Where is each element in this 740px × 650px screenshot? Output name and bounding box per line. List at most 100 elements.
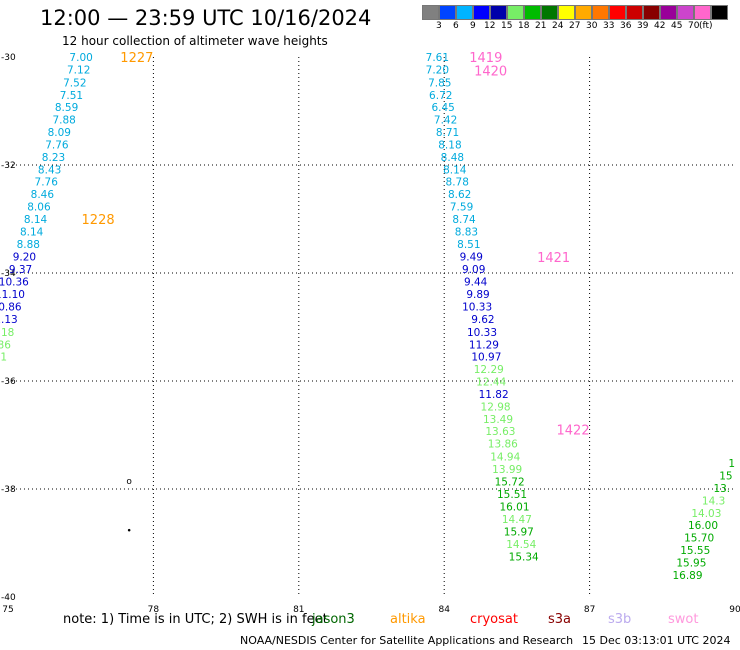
- island-marker: o: [126, 477, 132, 487]
- y-tick-label: -34: [1, 269, 16, 279]
- legend-labels: 3 6 9 12 15 18 21 24 27 30 33 36 39 42 45 70 (ft): [422, 20, 740, 34]
- swh-value: 7.88: [52, 115, 75, 127]
- legend-swatch: [490, 5, 507, 20]
- swh-value: 9.49: [460, 251, 483, 263]
- legend-label: 9: [470, 21, 476, 31]
- swh-value: 11.10: [0, 289, 25, 301]
- legend-swatch: [456, 5, 473, 20]
- swh-value: 7.20: [426, 64, 449, 76]
- swh-value: 7.76: [45, 139, 69, 151]
- swh-value: 7.42: [434, 115, 457, 127]
- legend-label: 24: [552, 21, 564, 31]
- legend-swatch: [422, 5, 439, 20]
- satellite-legend-cryosat: cryosat: [470, 612, 518, 627]
- legend-swatch: [660, 5, 677, 20]
- swh-value: 10.36: [0, 277, 29, 289]
- footer-note: note: 1) Time is in UTC; 2) SWH is in fe…: [63, 612, 328, 627]
- swh-value: 7.12: [67, 64, 90, 76]
- satellite-legend-jason3: jason3: [312, 612, 355, 627]
- pass-number-label: 1421: [537, 251, 570, 266]
- swh-value: 16.00: [688, 520, 718, 532]
- swh-value: 8.74: [452, 214, 476, 226]
- page-title: 12:00 — 23:59 UTC 10/16/2024: [40, 6, 372, 30]
- swh-value: 14.03: [691, 508, 721, 520]
- swh-value: 9.89: [466, 289, 489, 301]
- swh-value: 15.51: [497, 489, 527, 501]
- swh-value: 8.23: [42, 152, 65, 164]
- swh-value: 16.89: [672, 570, 702, 582]
- swh-value: 8.06: [27, 202, 51, 214]
- swh-value: 8.18: [438, 139, 461, 151]
- swh-value: 12.86: [0, 339, 11, 351]
- swh-value: 14.3: [702, 495, 725, 507]
- swh-value: 14.94: [490, 452, 520, 464]
- swh-value: 14.54: [506, 539, 536, 551]
- x-tick-label: 81: [293, 605, 304, 615]
- swh-value: 7.76: [35, 177, 59, 189]
- satellite-legend-s3a: s3a: [548, 612, 572, 627]
- satellite-legend-swot: swot: [668, 612, 699, 627]
- swh-value: 13.49: [483, 414, 513, 426]
- x-tick-label: 84: [438, 605, 450, 615]
- legend-label: 45: [671, 21, 683, 31]
- y-tick-label: -30: [1, 53, 16, 63]
- swh-value: 12.98: [481, 401, 511, 413]
- swh-value: 8.71: [436, 127, 459, 139]
- y-tick-label: -36: [1, 377, 16, 387]
- color-scale-legend: 3 6 9 12 15 18 21 24 27 30 33 36 39 42 45 70 (ft): [422, 5, 740, 34]
- swh-value: 8.83: [455, 226, 478, 238]
- swh-value: 7.61: [426, 52, 449, 64]
- legend-swatch: [541, 5, 558, 20]
- swh-value: 6.72: [429, 90, 452, 102]
- swh-value: 11.13: [0, 314, 18, 326]
- credit-text: NOAA/NESDIS Center for Satellite Applica…: [240, 634, 574, 647]
- swh-value: 10.33: [462, 301, 492, 313]
- swh-value: 13.63: [485, 426, 515, 438]
- swh-value: 11.29: [469, 339, 499, 351]
- legend-swatch: [626, 5, 643, 20]
- legend-swatch: [592, 5, 609, 20]
- legend-label: 15: [501, 21, 513, 31]
- swh-value: 8.78: [446, 177, 469, 189]
- swh-value: 8.46: [31, 189, 55, 201]
- swh-value: 8.88: [17, 239, 40, 251]
- satellite-legend-altika: altika: [390, 612, 426, 627]
- pass-number-label: 1227: [120, 51, 153, 66]
- legend-label: 12: [484, 21, 496, 31]
- swh-value: 8.62: [448, 189, 471, 201]
- swh-value: 8.09: [48, 127, 71, 139]
- swh-value: 15: [719, 471, 732, 483]
- swh-value: 8.14: [20, 226, 44, 238]
- swh-value: 10.86: [0, 301, 22, 313]
- swh-value: 8.48: [441, 152, 464, 164]
- swh-value: 9.20: [13, 251, 36, 263]
- legend-swatch: [439, 5, 456, 20]
- legend-label: 42: [654, 21, 666, 31]
- swh-value: 8.14: [24, 214, 48, 226]
- x-tick-label: 78: [148, 605, 160, 615]
- page-subtitle: 12 hour collection of altimeter wave hei…: [62, 34, 328, 48]
- legend-swatch: [524, 5, 541, 20]
- swh-value: 16.01: [499, 501, 529, 513]
- x-tick-label: 87: [584, 605, 595, 615]
- legend-swatch: [694, 5, 711, 20]
- island-marker: •: [127, 527, 132, 537]
- swh-value: 15.70: [684, 533, 714, 545]
- legend-label: 30: [586, 21, 598, 31]
- pass-number-label: 1419: [469, 51, 502, 66]
- pass-number-label: 1228: [82, 213, 115, 228]
- swh-value: 15.55: [680, 545, 710, 557]
- y-tick-label: -40: [1, 593, 16, 603]
- pass-number-label: 1420: [474, 65, 507, 80]
- pass-number-label: 1422: [557, 424, 590, 439]
- legend-label: 3: [436, 21, 442, 31]
- swh-value: 13.99: [492, 464, 522, 476]
- swh-value: 8.43: [38, 164, 61, 176]
- swh-value: 1: [728, 458, 735, 470]
- swh-value: 9.62: [471, 314, 494, 326]
- swh-value: 7.52: [63, 77, 86, 89]
- legend-swatch: [473, 5, 490, 20]
- swh-value: 6.45: [431, 102, 454, 114]
- generated-timestamp: 15 Dec 03:13:01 UTC 2024: [582, 634, 731, 647]
